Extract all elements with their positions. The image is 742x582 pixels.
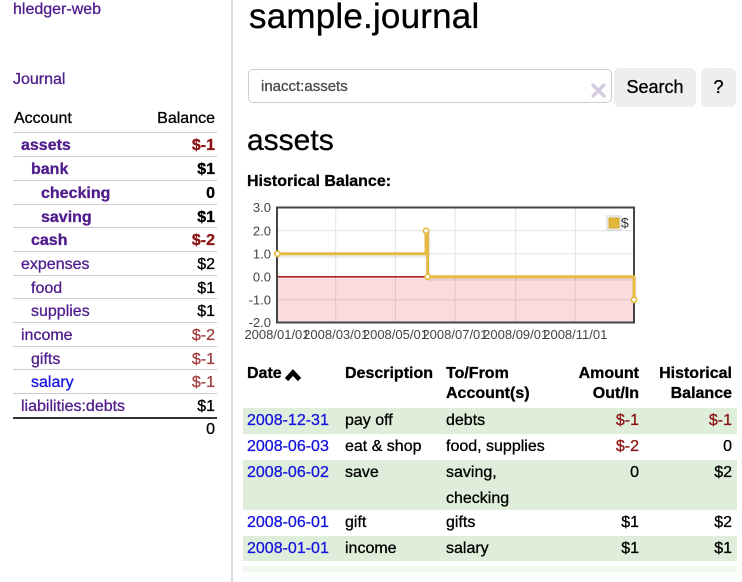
svg-text:2008/01/01: 2008/01/01 — [244, 327, 309, 342]
svg-text:2008/11/01: 2008/11/01 — [543, 327, 607, 342]
svg-text:$: $ — [621, 215, 629, 231]
svg-text:-2.0: -2.0 — [249, 315, 271, 330]
svg-text:2008/05/01: 2008/05/01 — [363, 327, 428, 342]
svg-text:2008/03/01: 2008/03/01 — [303, 327, 368, 342]
svg-text:1.0: 1.0 — [253, 246, 271, 261]
svg-text:2008/07/01: 2008/07/01 — [422, 327, 487, 342]
svg-text:2008/09/01: 2008/09/01 — [483, 327, 548, 342]
svg-text:3.0: 3.0 — [253, 200, 271, 215]
svg-text:2.0: 2.0 — [253, 223, 271, 238]
svg-text:-1.0: -1.0 — [249, 292, 271, 307]
svg-text:0.0: 0.0 — [253, 269, 271, 284]
